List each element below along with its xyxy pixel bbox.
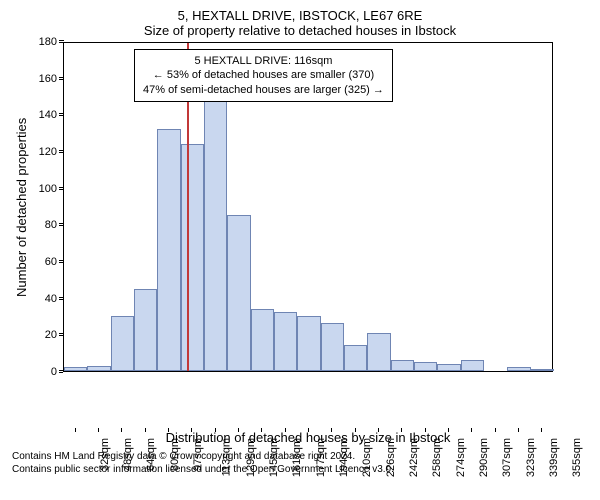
x-tick: 64sqm bbox=[145, 438, 157, 471]
histogram-bar bbox=[344, 345, 367, 371]
x-tick: 80sqm bbox=[169, 438, 181, 471]
x-tick: 323sqm bbox=[525, 438, 537, 477]
page-title-line1: 5, HEXTALL DRIVE, IBSTOCK, LE67 6RE bbox=[12, 8, 588, 23]
histogram-bar bbox=[181, 144, 204, 371]
y-tick: 60 bbox=[45, 256, 63, 268]
x-axis-ticks: 32sqm48sqm64sqm80sqm97sqm113sqm129sqm145… bbox=[63, 372, 553, 428]
y-axis: 020406080100120140160180 bbox=[29, 42, 63, 372]
y-tick: 20 bbox=[45, 329, 63, 341]
histogram-bar bbox=[227, 215, 250, 371]
histogram-bar bbox=[461, 360, 484, 371]
x-tick: 177sqm bbox=[315, 438, 327, 477]
y-tick: 140 bbox=[39, 109, 63, 121]
x-tick: 274sqm bbox=[455, 438, 467, 477]
histogram-bar bbox=[274, 312, 297, 371]
histogram-bar bbox=[251, 309, 274, 371]
histogram-bar bbox=[134, 289, 157, 372]
x-tick: 48sqm bbox=[122, 438, 134, 471]
x-tick: 258sqm bbox=[431, 438, 443, 477]
x-tick: 339sqm bbox=[548, 438, 560, 477]
histogram-bar bbox=[321, 323, 344, 371]
histogram-bar bbox=[437, 364, 460, 371]
x-tick: 210sqm bbox=[361, 438, 373, 477]
x-tick: 145sqm bbox=[268, 438, 280, 477]
legend-line: 5 HEXTALL DRIVE: 116sqm bbox=[143, 54, 384, 68]
x-tick: 161sqm bbox=[291, 438, 303, 477]
x-tick: 226sqm bbox=[385, 438, 397, 477]
legend-line: 47% of semi-detached houses are larger (… bbox=[143, 83, 384, 97]
x-tick: 194sqm bbox=[338, 438, 350, 477]
histogram-bar bbox=[111, 316, 134, 371]
histogram-bar bbox=[414, 362, 437, 371]
plot-area: 5 HEXTALL DRIVE: 116sqm← 53% of detached… bbox=[63, 42, 553, 372]
histogram-bar bbox=[391, 360, 414, 371]
y-tick: 0 bbox=[51, 366, 63, 378]
histogram-bar bbox=[531, 369, 554, 371]
chart-container: 5, HEXTALL DRIVE, IBSTOCK, LE67 6RE Size… bbox=[0, 0, 600, 500]
histogram-bar bbox=[204, 83, 227, 371]
legend-box: 5 HEXTALL DRIVE: 116sqm← 53% of detached… bbox=[134, 49, 393, 102]
x-tick: 355sqm bbox=[571, 438, 583, 477]
histogram-bar bbox=[367, 333, 390, 372]
histogram-bar bbox=[297, 316, 320, 371]
y-tick: 40 bbox=[45, 293, 63, 305]
y-tick: 160 bbox=[39, 73, 63, 85]
histogram-bar bbox=[64, 367, 87, 371]
x-tick: 97sqm bbox=[192, 438, 204, 471]
y-axis-label: Number of detached properties bbox=[12, 42, 29, 372]
x-tick: 242sqm bbox=[408, 438, 420, 477]
legend-line: ← 53% of detached houses are smaller (37… bbox=[143, 68, 384, 82]
y-tick: 100 bbox=[39, 183, 63, 195]
histogram-bar bbox=[507, 367, 530, 371]
plot-region: Number of detached properties 0 20 40 60 80 1… bbox=[12, 42, 588, 445]
page-title-line2: Size of property relative to detached ho… bbox=[12, 23, 588, 38]
x-tick: 113sqm bbox=[221, 438, 233, 476]
x-tick: 32sqm bbox=[99, 438, 111, 471]
x-tick: 290sqm bbox=[478, 438, 490, 477]
y-tick: 180 bbox=[39, 36, 63, 48]
x-tick: 307sqm bbox=[501, 438, 513, 477]
histogram-bar bbox=[87, 366, 110, 372]
x-tick: 129sqm bbox=[245, 438, 257, 477]
y-tick: 120 bbox=[39, 146, 63, 158]
y-tick: 80 bbox=[45, 219, 63, 231]
histogram-bar bbox=[157, 129, 180, 371]
